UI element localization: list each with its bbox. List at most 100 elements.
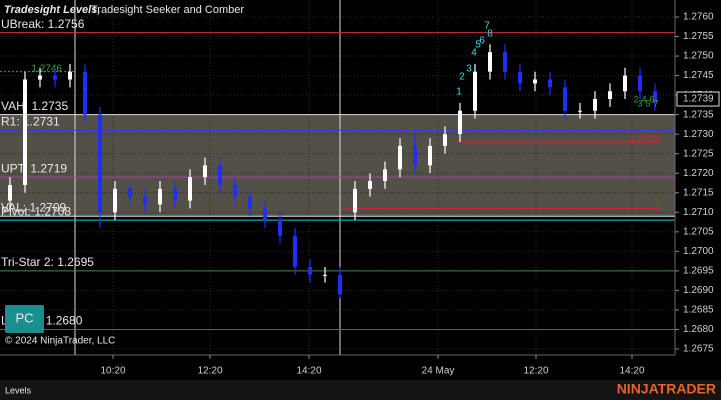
candle-body xyxy=(188,177,192,201)
y-tick-label: 1.2720 xyxy=(683,168,714,179)
level-label: VAL: 1.2709 xyxy=(1,200,66,214)
level-label: Tri-Star 2: 1.2695 xyxy=(1,255,94,269)
candle-body xyxy=(53,75,57,80)
candle-body xyxy=(218,165,222,185)
candle-body xyxy=(173,188,177,201)
sequence-count: 5 xyxy=(475,40,481,51)
y-tick-label: 1.2725 xyxy=(683,148,714,159)
x-tick-label: 14:20 xyxy=(296,366,321,377)
candle-body xyxy=(263,208,267,221)
level-label: VAH: 1.2735 xyxy=(1,99,68,113)
tab-bar xyxy=(0,380,721,400)
copyright: © 2024 NinjaTrader, LLC xyxy=(5,336,115,347)
candle-body xyxy=(68,71,72,80)
candle-body xyxy=(248,196,252,209)
x-tick-label: 24 May xyxy=(422,366,455,377)
last-price-label: 1.2739 xyxy=(683,94,714,105)
y-tick-label: 1.2715 xyxy=(683,187,714,198)
candle-body xyxy=(458,110,462,135)
sequence-count: 6 xyxy=(479,36,485,47)
candle-body xyxy=(503,52,507,72)
candle-body xyxy=(488,52,492,72)
y-tick-label: 1.2695 xyxy=(683,266,714,277)
candle-body xyxy=(233,184,237,197)
level-label: UBreak: 1.2756 xyxy=(1,17,85,31)
candle-body xyxy=(98,114,102,213)
candle-body xyxy=(653,91,657,103)
indicator-subtitle: Tradesight Seeker and Comber xyxy=(91,4,244,16)
sequence-count: 6 xyxy=(649,94,654,104)
candle-body xyxy=(113,188,117,213)
indicator-title: Tradesight Levels, xyxy=(4,4,100,16)
y-tick-label: 1.2710 xyxy=(683,207,714,218)
y-tick-label: 1.2755 xyxy=(683,31,714,42)
y-tick-label: 1.2675 xyxy=(683,344,714,355)
mark-label: 1.2746 xyxy=(31,63,62,74)
y-tick-label: 1.2705 xyxy=(683,226,714,237)
level-label: Pivot: 1.2708 xyxy=(1,204,71,218)
sequence-count: 1 xyxy=(456,87,462,98)
candle-body xyxy=(638,75,642,92)
sequence-count: 5 xyxy=(645,98,650,108)
y-tick-label: 1.2735 xyxy=(683,109,714,120)
candle-body xyxy=(548,79,552,88)
sequence-count: 7 xyxy=(653,98,658,108)
candle-body xyxy=(323,274,327,276)
candle-body xyxy=(158,188,162,205)
sequence-count: 2 xyxy=(459,72,465,83)
y-tick-label: 1.2680 xyxy=(683,324,714,335)
candle-body xyxy=(428,145,432,166)
y-tick-label: 1.2730 xyxy=(683,129,714,140)
sequence-count: 4 xyxy=(641,94,646,104)
sequence-count: 3 xyxy=(637,98,642,108)
y-tick-label: 1.2700 xyxy=(683,246,714,257)
candle-body xyxy=(563,87,567,111)
candle-body xyxy=(413,145,417,166)
candle-body xyxy=(278,220,282,236)
candle-body xyxy=(128,188,132,197)
candle-body xyxy=(23,79,27,185)
sequence-count: 4 xyxy=(471,48,477,59)
sequence-count: 2 xyxy=(633,94,638,104)
mark-label: 1.2728 xyxy=(629,134,660,145)
x-tick-label: 12:20 xyxy=(523,366,548,377)
mark-label: 1 xyxy=(654,200,660,211)
candle-body xyxy=(38,75,42,80)
x-tick-label: 10:20 xyxy=(100,366,125,377)
candle-body xyxy=(338,274,342,295)
candle-body xyxy=(608,91,612,100)
y-tick-label: 1.2685 xyxy=(683,305,714,316)
last-price-box xyxy=(676,91,720,107)
candle-body xyxy=(398,145,402,170)
candle-body xyxy=(533,79,537,84)
candle-body xyxy=(293,235,297,267)
candle-body xyxy=(518,71,522,84)
level-label: UPT: 1.2719 xyxy=(1,161,67,175)
candle-body xyxy=(383,169,387,182)
x-tick-label: 14:20 xyxy=(619,366,644,377)
y-tick-label: 1.2745 xyxy=(683,70,714,81)
candle-body xyxy=(593,99,597,111)
candle-body xyxy=(443,134,447,146)
level-label: R1: 1.2731 xyxy=(1,114,60,128)
y-tick-label: 1.2750 xyxy=(683,51,714,62)
sequence-count: 8 xyxy=(487,29,493,40)
sequence-count: 3 xyxy=(466,64,472,75)
candle-body xyxy=(473,71,477,111)
pc-button[interactable] xyxy=(5,305,44,333)
x-tick-label: 12:20 xyxy=(197,366,222,377)
candle-body xyxy=(203,165,207,178)
pc-button-label[interactable]: PC xyxy=(15,310,33,325)
tab-label[interactable]: Levels xyxy=(5,385,32,395)
brand-logo: NINJATRADER xyxy=(617,381,716,397)
candle-body xyxy=(578,110,582,112)
candle-body xyxy=(143,196,147,205)
candle-body xyxy=(308,266,312,275)
y-tick-label: 1.2760 xyxy=(683,12,714,23)
candle-body xyxy=(8,184,12,201)
candle-body xyxy=(83,71,87,115)
candle-body xyxy=(368,181,372,189)
candle-body xyxy=(353,188,357,213)
